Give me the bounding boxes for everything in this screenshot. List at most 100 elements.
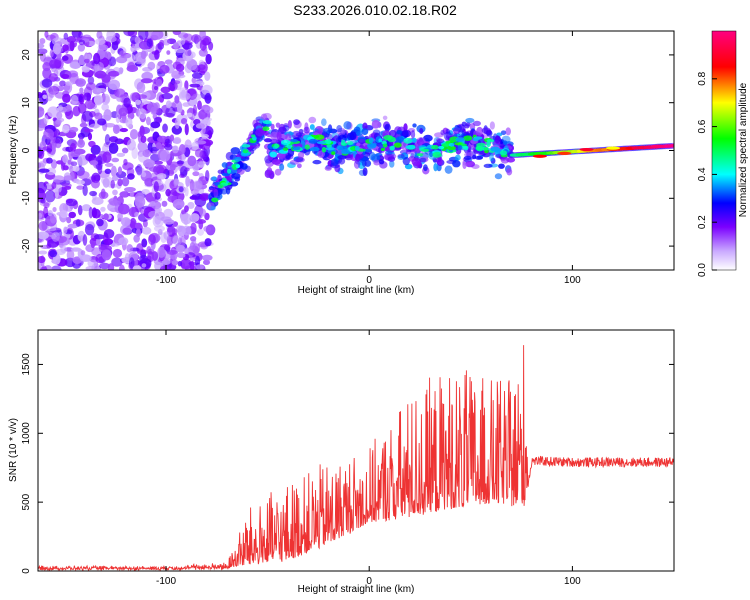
heatmap-cell xyxy=(373,159,381,166)
snr-y-label: SNR (10 * v/v) xyxy=(8,418,19,482)
heatmap-cell xyxy=(54,187,59,199)
heatmap-cell xyxy=(115,56,128,64)
heatmap-cell xyxy=(104,133,111,146)
heatmap-cell xyxy=(117,213,123,220)
heatmap-cell xyxy=(123,97,131,108)
heatmap-cell xyxy=(126,173,135,180)
heatmap-cell xyxy=(355,152,364,159)
heatmap-cell xyxy=(606,146,621,150)
heatmap-cell xyxy=(173,137,182,145)
heatmap-cell xyxy=(384,153,395,161)
heatmap-cell xyxy=(483,147,489,151)
heatmap-cell xyxy=(433,163,438,172)
heatmap-cell xyxy=(141,188,150,195)
heatmap-cell xyxy=(412,123,417,128)
heatmap-cell xyxy=(119,50,127,59)
heatmap-cell xyxy=(146,102,158,112)
heatmap-cell xyxy=(378,159,385,165)
colorbar-ticks: 0.0 0.2 0.4 0.6 0.8 xyxy=(697,71,717,277)
heatmap-cell xyxy=(169,134,175,142)
heatmap-cell xyxy=(452,127,461,135)
x-tick-label: -100 xyxy=(156,576,176,587)
heatmap-cell xyxy=(70,171,75,182)
heatmap-cell xyxy=(432,151,442,158)
heatmap-cell xyxy=(103,238,114,246)
heatmap-cell xyxy=(205,53,212,65)
heatmap-cell xyxy=(321,118,327,127)
heatmap-cell xyxy=(199,31,206,41)
snr-series-line xyxy=(38,345,674,571)
heatmap-cell xyxy=(89,160,99,166)
heatmap-cell xyxy=(189,195,199,200)
heatmap-cell xyxy=(84,99,96,110)
heatmap-cell xyxy=(494,173,503,180)
heatmap-cell xyxy=(176,252,186,259)
y-tick-label: -20 xyxy=(21,238,32,253)
heatmap-cell xyxy=(202,139,214,146)
heatmap-cell xyxy=(331,151,336,156)
heatmap-cell xyxy=(49,58,61,69)
heatmap-cell xyxy=(180,117,188,125)
heatmap-cell xyxy=(226,168,232,174)
heatmap-cell xyxy=(506,168,513,176)
heatmap-cell xyxy=(51,182,57,190)
heatmap-cell xyxy=(139,125,145,137)
heatmap-cell xyxy=(186,112,193,118)
heatmap-cell xyxy=(166,249,178,255)
heatmap-cell xyxy=(270,131,279,141)
heatmap-cell xyxy=(132,265,142,270)
heatmap-cell xyxy=(370,153,381,162)
heatmap-cell xyxy=(495,135,500,144)
heatmap-cell xyxy=(38,48,48,55)
heatmap-cell xyxy=(72,256,82,265)
heatmap-cell xyxy=(101,103,110,111)
heatmap-cell xyxy=(202,37,210,46)
heatmap-cell xyxy=(140,135,147,143)
heatmap-cell xyxy=(111,40,119,51)
heatmap-cell xyxy=(297,151,305,159)
heatmap-cell xyxy=(51,231,60,242)
heatmap-cell xyxy=(192,171,200,177)
heatmap-cell xyxy=(44,190,56,203)
heatmap-cell xyxy=(151,31,164,40)
heatmap-cell xyxy=(126,244,134,253)
heatmap-cell xyxy=(78,31,83,39)
heatmap-cell xyxy=(341,148,350,155)
heatmap-cell xyxy=(98,243,108,250)
heatmap-cell xyxy=(234,156,242,162)
heatmap-cell xyxy=(141,71,154,81)
heatmap-cell xyxy=(62,165,69,171)
heatmap-cell xyxy=(114,138,124,145)
heatmap-cell xyxy=(56,160,64,165)
heatmap-cell xyxy=(498,163,505,169)
heatmap-cell xyxy=(135,94,148,100)
heatmap-cell xyxy=(185,175,190,187)
heatmap-cell xyxy=(75,180,86,185)
x-tick-label: 100 xyxy=(564,275,581,286)
heatmap-cell xyxy=(89,123,101,129)
heatmap-cell xyxy=(378,138,383,143)
heatmap-cell xyxy=(362,167,368,177)
heatmap-cell xyxy=(196,228,204,236)
x-tick-label: 0 xyxy=(366,576,372,587)
heatmap-cell xyxy=(476,145,484,152)
y-tick-label: 1500 xyxy=(21,353,32,376)
heatmap-cell xyxy=(579,147,594,152)
heatmap-cell xyxy=(129,217,137,229)
heatmap-cell xyxy=(419,128,424,135)
heatmap-cell xyxy=(69,142,77,153)
heatmap-cell xyxy=(49,213,57,224)
heatmap-cell xyxy=(38,124,45,132)
heatmap-cell xyxy=(166,50,171,55)
heatmap-cell xyxy=(108,79,121,91)
heatmap-cell xyxy=(463,155,472,160)
heatmap-cell xyxy=(189,241,196,251)
spectrogram-y-ticks: -20 -10 0 10 20 xyxy=(21,49,674,253)
heatmap-cell xyxy=(118,69,123,75)
heatmap-cell xyxy=(153,160,164,165)
heatmap-cell xyxy=(70,150,75,158)
heatmap-cell xyxy=(472,120,481,127)
heatmap-cell xyxy=(287,120,292,129)
heatmap-cell xyxy=(242,149,249,154)
heatmap-cell xyxy=(489,153,494,162)
